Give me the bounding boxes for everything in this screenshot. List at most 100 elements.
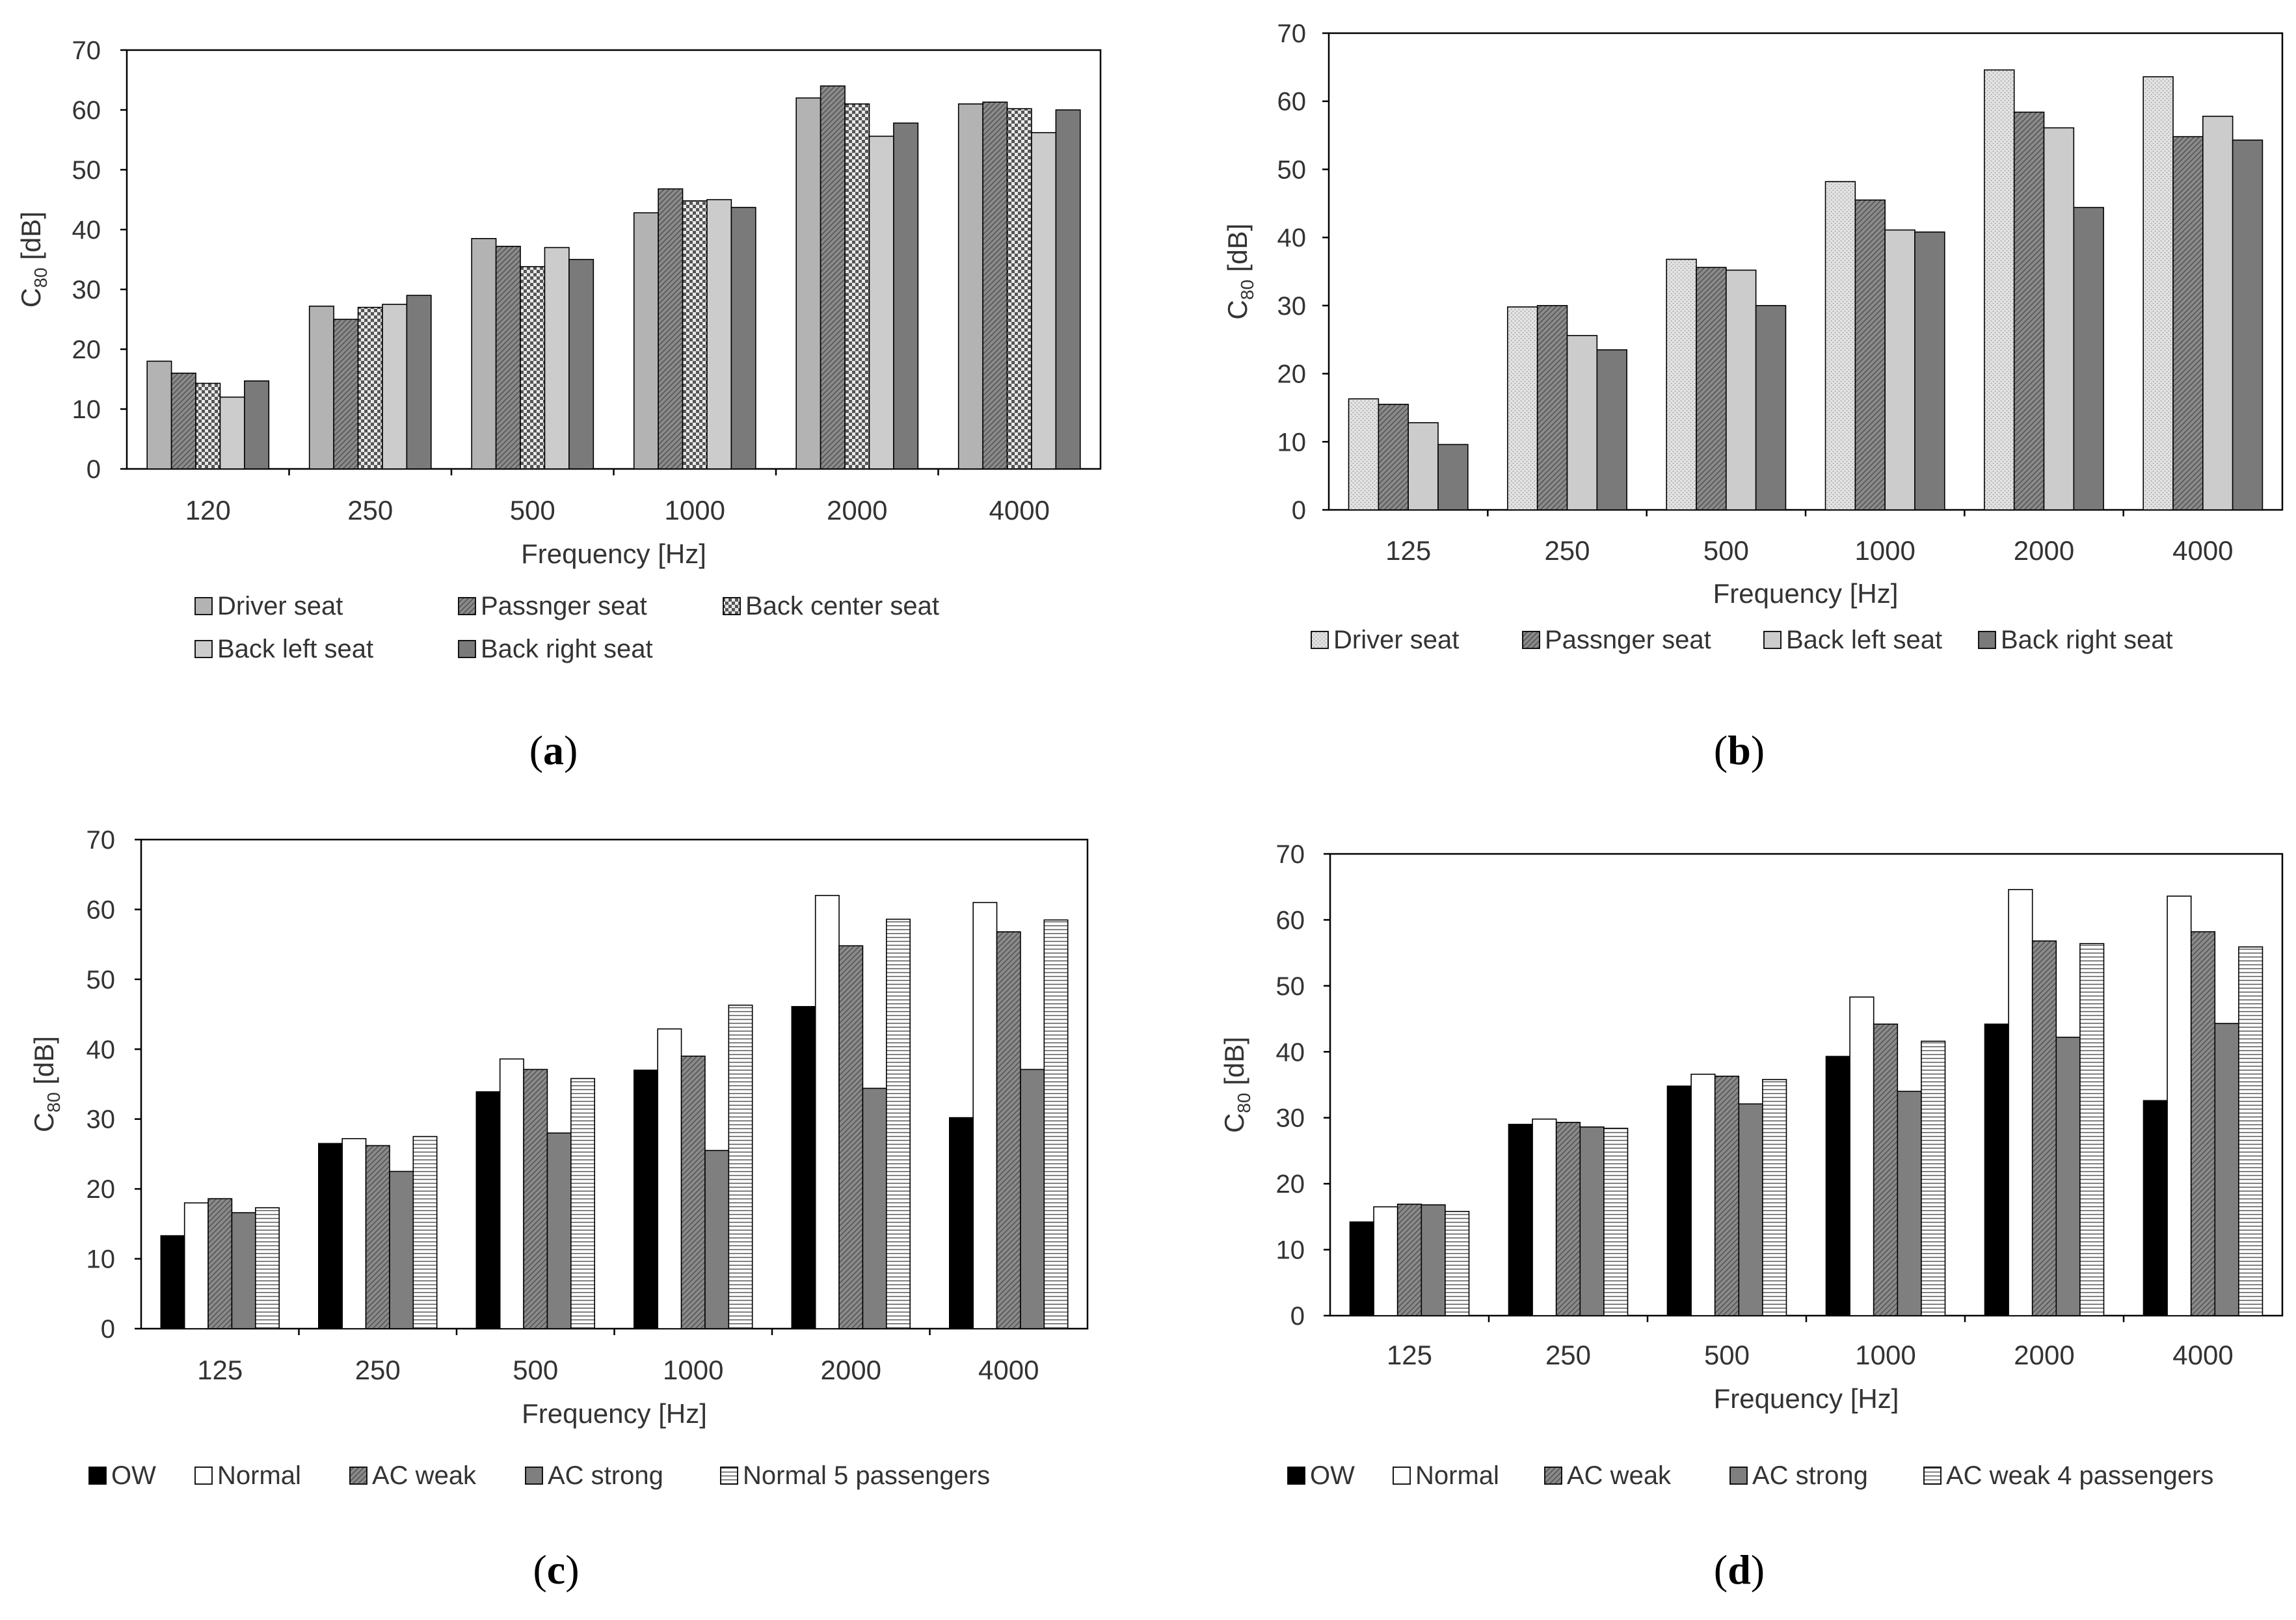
x-tick-label: 500 (1703, 535, 1749, 566)
bar-back-center-seat-4000 (1006, 108, 1032, 470)
bar-back-left-seat-500 (544, 246, 570, 470)
bar-back-left-seat-1000 (706, 199, 732, 470)
bar-ac-weak-4-passengers-250 (1603, 1128, 1629, 1316)
bar-back-right-seat-2000 (2073, 207, 2104, 511)
legend-swatch (194, 640, 213, 658)
bar-ow-4000 (949, 1117, 974, 1329)
legend-label: AC strong (548, 1461, 663, 1490)
bar-ow-500 (1666, 1085, 1692, 1316)
y-tick-label: 40 (1276, 1038, 1305, 1067)
bar-driver-seat-2000 (1984, 69, 2015, 511)
y-tick-label: 40 (1277, 224, 1307, 252)
legend-swatch (458, 640, 476, 658)
bar-ac-weak-4-passengers-500 (1762, 1079, 1787, 1316)
x-tick-label: 4000 (978, 1355, 1039, 1385)
bar-normal-1000 (657, 1028, 682, 1329)
y-tick-label: 30 (1277, 292, 1307, 321)
legend-label: OW (1310, 1461, 1355, 1490)
legend-swatch (1729, 1467, 1748, 1485)
bar-ac-weak-250 (1555, 1122, 1581, 1316)
bar-passnger-seat-125 (1378, 403, 1409, 511)
bar-normal-125 (183, 1202, 209, 1329)
bar-ac-weak-4-passengers-1000 (1921, 1041, 1946, 1316)
legend-label: Passnger seat (1545, 626, 1711, 654)
bar-ac-weak-4000 (996, 931, 1021, 1329)
y-tick-label: 10 (1277, 428, 1307, 457)
y-tick-label: 50 (1276, 972, 1305, 1001)
bar-ac-weak-250 (365, 1145, 390, 1329)
bar-back-left-seat-2000 (868, 135, 894, 470)
bar-back-right-seat-4000 (1055, 109, 1081, 470)
x-tick-label: 1000 (665, 495, 725, 525)
bar-ac-weak-500 (1714, 1076, 1740, 1316)
bar-normal-5-passengers-250 (412, 1135, 438, 1329)
bar-back-left-seat-2000 (2043, 127, 2075, 511)
bar-passnger-seat-4000 (2172, 136, 2204, 511)
x-tick-label: 125 (197, 1355, 243, 1385)
chart-c: 0 10 20 30 40 50 60 70 125 250 500 1000 2000 4000 Freq… (29, 826, 1089, 1593)
bar-back-right-seat-250 (406, 295, 432, 470)
bar-passnger-seat-2000 (820, 85, 846, 470)
x-tick-label: 2000 (827, 495, 887, 525)
y-tick-label: 20 (87, 1175, 116, 1204)
x-tick-label: 1000 (1854, 535, 1915, 566)
y-tick-label: 40 (87, 1035, 116, 1064)
bar-normal-500 (1690, 1073, 1716, 1316)
legend-label: Normal 5 passengers (743, 1461, 990, 1490)
bar-back-left-seat-250 (382, 304, 408, 470)
x-tick-label: 500 (513, 1355, 558, 1385)
legend-swatch (525, 1467, 543, 1485)
bar-ac-weak-500 (523, 1069, 548, 1329)
y-axis-label: C80 [dB] (1219, 1037, 1254, 1133)
bar-back-left-seat-4000 (1031, 132, 1057, 470)
bar-normal-250 (1532, 1118, 1557, 1316)
legend-item: OW (1287, 1461, 1355, 1490)
bar-normal-5-passengers-1000 (728, 1004, 753, 1329)
bar-back-left-seat-125 (1408, 422, 1439, 511)
bar-ow-2000 (1984, 1023, 2009, 1316)
x-tick-label: 4000 (2172, 1340, 2233, 1370)
legend-swatch (1544, 1467, 1562, 1485)
legend-swatch (1923, 1467, 1942, 1485)
bar-passnger-seat-250 (1536, 305, 1568, 511)
legend-item: Back right seat (458, 635, 653, 663)
x-tick-label: 4000 (989, 495, 1050, 525)
legend-label: AC weak 4 passengers (1946, 1461, 2213, 1490)
plot-area (1329, 853, 2284, 1317)
y-axis-label: C80 [dB] (29, 1036, 64, 1132)
legend-item: Back center seat (723, 592, 939, 620)
legend-swatch (88, 1467, 107, 1485)
x-axis-label: Frequency [Hz] (522, 1398, 707, 1429)
legend-label: Back left seat (217, 635, 373, 663)
bar-normal-5-passengers-125 (255, 1207, 280, 1329)
bar-back-left-seat-120 (219, 396, 245, 470)
bar-back-right-seat-250 (1596, 349, 1627, 511)
y-tick-label: 60 (72, 96, 101, 125)
y-tick-label: 50 (87, 966, 116, 994)
legend-item: AC weak (1544, 1461, 1672, 1490)
bar-ac-strong-2000 (862, 1087, 887, 1329)
y-tick-label: 50 (1277, 155, 1307, 184)
y-tick-label: 20 (72, 336, 101, 364)
plot-area (140, 838, 1089, 1330)
legend-item: AC weak 4 passengers (1923, 1461, 2213, 1490)
bar-ow-4000 (2142, 1100, 2168, 1316)
y-tick-label: 0 (101, 1315, 115, 1344)
bar-normal-5-passengers-500 (570, 1078, 595, 1329)
x-tick-label: 125 (1385, 535, 1431, 566)
bar-back-right-seat-1000 (730, 207, 756, 470)
bar-driver-seat-1000 (633, 212, 659, 470)
bar-ac-strong-250 (1579, 1126, 1605, 1316)
bar-passnger-seat-1000 (1854, 199, 1886, 511)
legend-swatch (1393, 1467, 1411, 1485)
bar-driver-seat-125 (1348, 398, 1380, 511)
y-tick-label: 70 (87, 826, 116, 855)
bar-back-left-seat-1000 (1884, 229, 1916, 511)
x-tick-label: 2000 (2014, 1340, 2074, 1370)
bar-normal-500 (499, 1058, 524, 1329)
bar-normal-1000 (1849, 996, 1875, 1316)
bar-ow-250 (1508, 1124, 1533, 1316)
x-tick-label: 125 (1387, 1340, 1432, 1370)
x-tick-label: 120 (185, 495, 231, 525)
legend-swatch (1763, 631, 1782, 649)
